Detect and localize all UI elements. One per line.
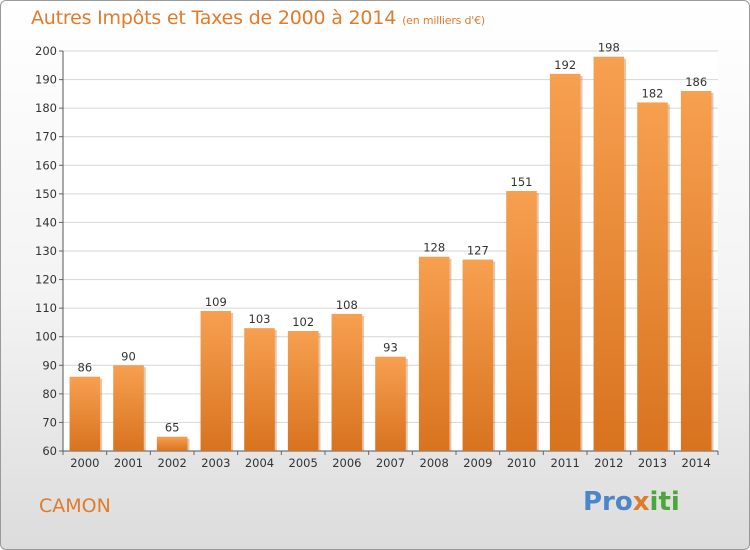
x-tick-label-2003: 2003 — [201, 456, 230, 470]
y-tick-label: 150 — [35, 187, 57, 201]
value-label-2003: 109 — [205, 295, 227, 309]
x-tick-label-2014: 2014 — [682, 456, 711, 470]
y-tick-label: 180 — [35, 101, 57, 115]
value-label-2014: 186 — [685, 75, 707, 89]
value-label-2007: 93 — [383, 341, 398, 355]
value-label-2010: 151 — [511, 175, 533, 189]
x-tick-label-2011: 2011 — [551, 456, 580, 470]
x-tick-label-2001: 2001 — [114, 456, 143, 470]
y-tick-label: 70 — [42, 415, 57, 429]
bar-2011 — [550, 74, 581, 451]
bar-2002 — [157, 437, 188, 451]
x-tick-label-2009: 2009 — [463, 456, 492, 470]
value-label-2005: 102 — [292, 315, 314, 329]
y-tick-label: 140 — [35, 215, 57, 229]
y-tick-label: 90 — [42, 358, 57, 372]
bar-2012 — [594, 57, 625, 451]
y-tick-label: 120 — [35, 273, 57, 287]
value-label-2013: 182 — [642, 86, 664, 100]
bar-2004 — [244, 328, 275, 451]
bar-2014 — [681, 91, 712, 451]
value-label-2004: 103 — [249, 312, 271, 326]
value-label-2000: 86 — [78, 361, 93, 375]
value-label-2012: 198 — [598, 41, 620, 55]
y-tick-label: 80 — [42, 387, 57, 401]
bar-2007 — [375, 357, 406, 451]
value-label-2011: 192 — [554, 58, 576, 72]
y-tick-label: 60 — [42, 444, 57, 458]
bar-2003 — [201, 311, 232, 451]
y-tick-label: 170 — [35, 130, 57, 144]
value-label-2002: 65 — [165, 421, 180, 435]
y-tick-label: 200 — [35, 44, 57, 58]
x-tick-label-2000: 2000 — [70, 456, 99, 470]
y-tick-label: 130 — [35, 244, 57, 258]
bar-2008 — [419, 257, 450, 451]
bar-2005 — [288, 331, 319, 451]
x-tick-label-2005: 2005 — [289, 456, 318, 470]
value-label-2009: 127 — [467, 244, 489, 258]
x-tick-label-2010: 2010 — [507, 456, 536, 470]
bar-2009 — [463, 260, 494, 451]
bar-2010 — [506, 191, 537, 451]
y-tick-label: 100 — [35, 330, 57, 344]
proxiti-logo: Proxiti — [583, 487, 680, 517]
x-tick-label-2006: 2006 — [332, 456, 361, 470]
bar-2000 — [70, 377, 101, 451]
bar-2006 — [332, 314, 363, 451]
chart-frame: Autres Impôts et Taxes de 2000 à 2014 (en… — [0, 0, 750, 550]
x-tick-label-2002: 2002 — [158, 456, 187, 470]
x-tick-label-2008: 2008 — [420, 456, 449, 470]
value-label-2008: 128 — [423, 241, 445, 255]
y-tick-label: 190 — [35, 73, 57, 87]
place-name: CAMON — [39, 495, 111, 517]
value-label-2001: 90 — [121, 349, 136, 363]
x-tick-label-2012: 2012 — [594, 456, 623, 470]
bar-chart: 60 70 80 90 100 110 120 130 140 150 160 170 180 190 20… — [1, 1, 749, 549]
bar-2001 — [113, 365, 144, 451]
bar-2013 — [637, 102, 668, 451]
x-tick-label-2007: 2007 — [376, 456, 405, 470]
value-label-2006: 108 — [336, 298, 358, 312]
x-tick-label-2013: 2013 — [638, 456, 667, 470]
y-tick-label: 110 — [35, 301, 57, 315]
y-tick-label: 160 — [35, 158, 57, 172]
x-tick-label-2004: 2004 — [245, 456, 274, 470]
